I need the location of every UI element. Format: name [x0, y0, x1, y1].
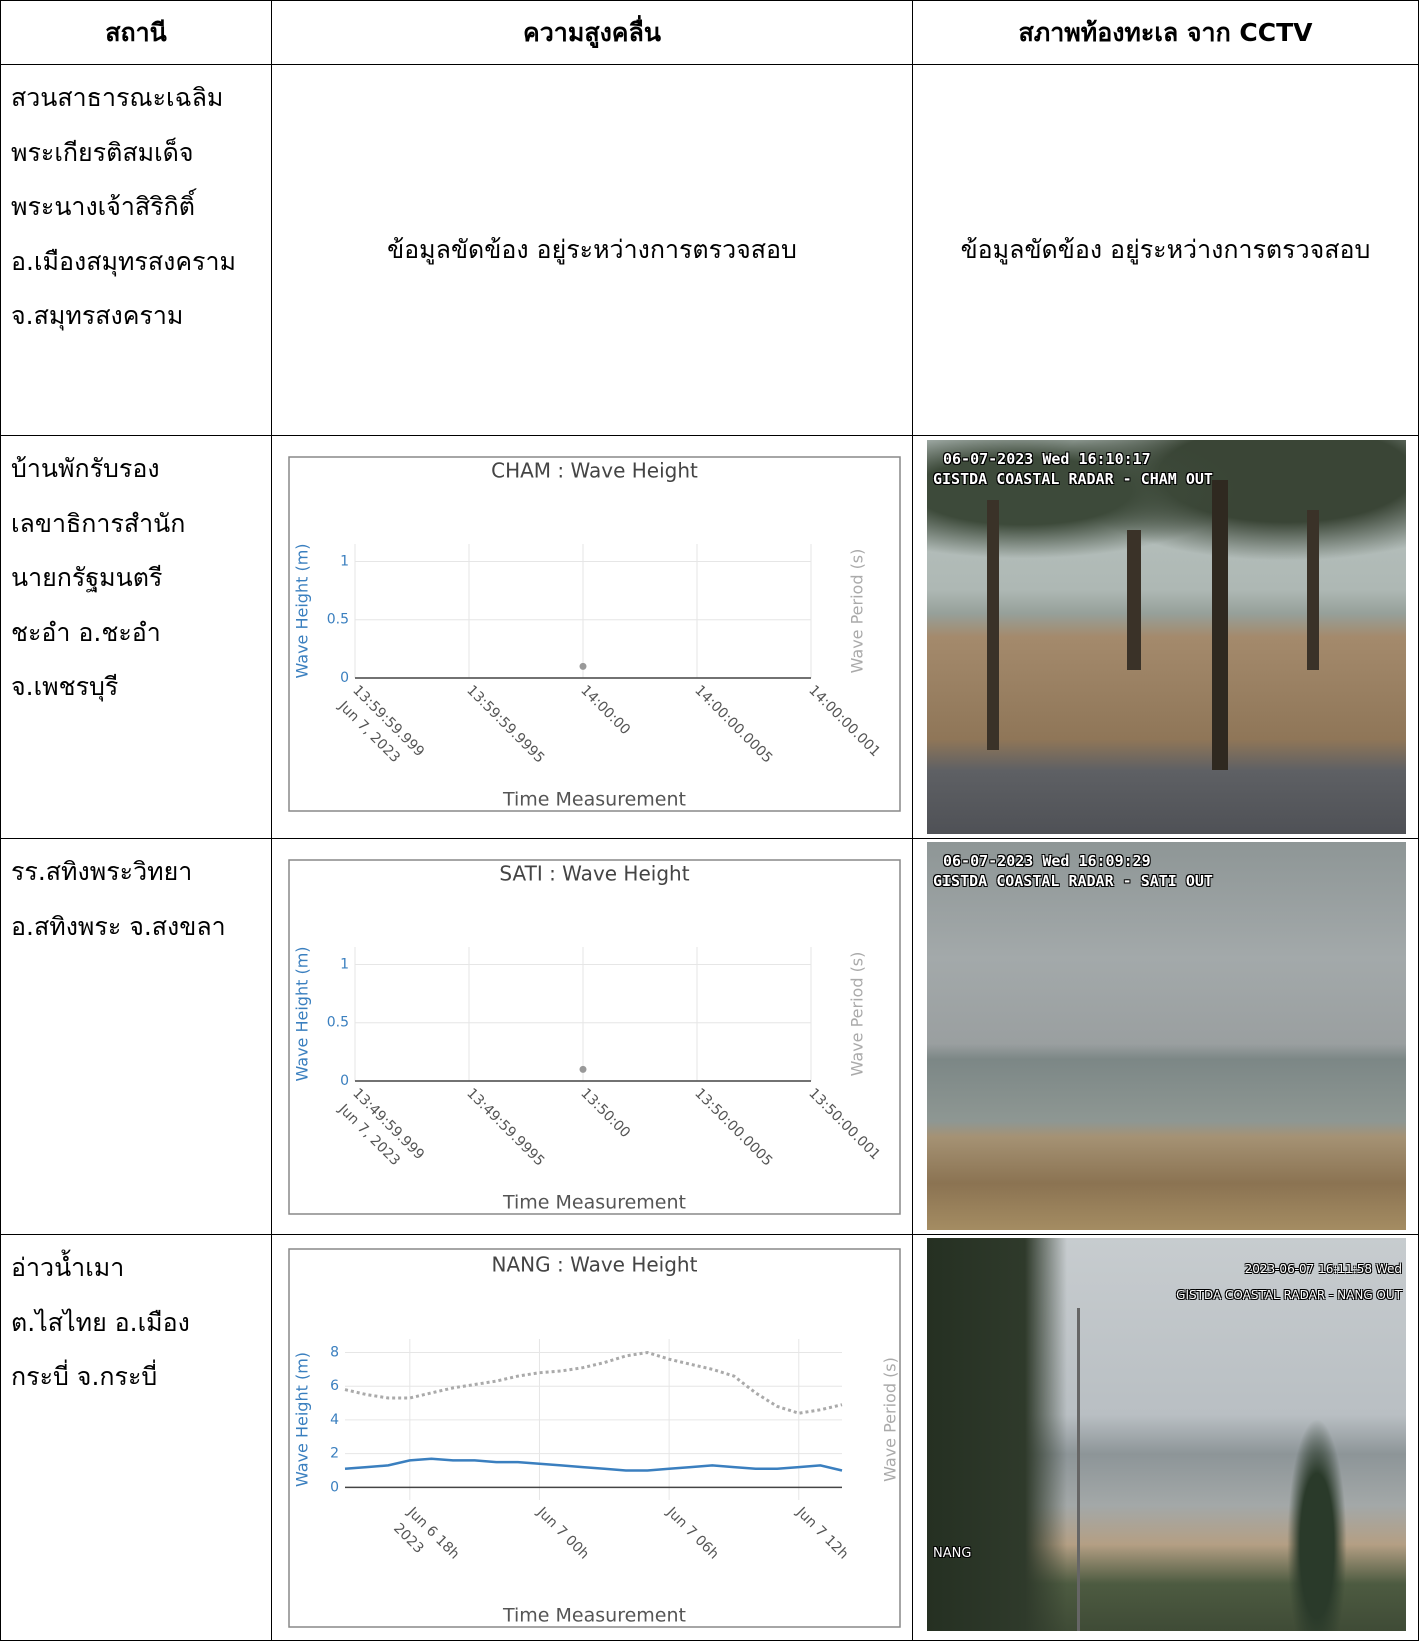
x-axis-title: Time Measurement: [502, 1192, 686, 1214]
station-line: จ.สมุทรสงคราม: [11, 301, 184, 330]
data-line: [344, 1457, 843, 1472]
cctv-timestamp: 2023-06-07 16:11:58 Wed: [1244, 1262, 1402, 1276]
station-line: นายกรัฐมนตรี: [11, 563, 163, 592]
chart-frame: [288, 1248, 901, 1628]
wave-cell: SATI : Wave Height 13:49:59.999 Jun 7, 202…: [271, 838, 913, 1235]
station-line: เลขาธิการสำนัก: [11, 508, 186, 538]
header-cell: ความสูงคลื่น: [271, 0, 913, 65]
station-line: ต.ไสไทย อ.เมือง: [11, 1307, 190, 1337]
row: รร.สทิงพระวิทยาอ.สทิงพระ จ.สงขลา SATI : …: [0, 838, 1419, 1235]
cctv-caption: GISTDA COASTAL RADAR - NANG OUT: [1176, 1288, 1402, 1302]
header-cell: สภาพท้องทะเล จาก CCTV: [912, 0, 1419, 65]
y-tick-label: 0: [340, 1073, 349, 1089]
y-tick-label: 0.5: [327, 1015, 349, 1031]
data-point: [579, 1065, 587, 1073]
cctv-image: 2023-06-07 16:11:58 Wed GISTDA COASTAL R…: [927, 1238, 1406, 1631]
cctv-image: 06-07-2023 Wed 16:09:29 GISTDA COASTAL R…: [927, 842, 1406, 1230]
station-cell: รร.สทิงพระวิทยาอ.สทิงพระ จ.สงขลา: [0, 838, 272, 1235]
wave-cell: CHAM : Wave Height 13:59:59.999 Jun 7, 202…: [271, 435, 913, 839]
header-row: สถานี ความสูงคลื่น สภาพท้องทะเล จาก CCTV: [0, 0, 1419, 65]
chart-title: CHAM : Wave Height: [491, 459, 698, 483]
y-tick-label: 2: [330, 1446, 339, 1462]
station-line: พระนางเจ้าสิริกิติ์: [11, 192, 195, 221]
y-tick-label: 0.5: [327, 612, 349, 628]
station-line: รร.สทิงพระวิทยา: [11, 857, 193, 886]
chart-title: SATI : Wave Height: [499, 862, 689, 886]
station-line: กระบี่ จ.กระบี่: [11, 1362, 158, 1391]
y-tick-label: 8: [330, 1344, 339, 1360]
y2-axis-title: Wave Period (s): [848, 952, 867, 1077]
x-axis-title: Time Measurement: [502, 1605, 686, 1627]
chart-title: NANG : Wave Height: [492, 1253, 698, 1277]
chart-frame: [288, 859, 901, 1215]
y-tick-label: 0: [340, 670, 349, 686]
station-cell: บ้านพักรับรองเลขาธิการสำนักนายกรัฐมนตรีช…: [0, 435, 272, 839]
x-axis-title: Time Measurement: [502, 789, 686, 811]
station-line: อ.สทิงพระ จ.สงขลา: [11, 911, 226, 941]
cctv-cell: 06-07-2023 Wed 16:10:17 GISTDA COASTAL R…: [912, 435, 1419, 839]
header-cell: สถานี: [0, 0, 272, 65]
station-line: จ.เพชรบุรี: [11, 672, 119, 701]
station-cell: สวนสาธารณะเฉลิมพระเกียรติสมเด็จพระนางเจ้…: [0, 64, 272, 436]
row: บ้านพักรับรองเลขาธิการสำนักนายกรัฐมนตรีช…: [0, 435, 1419, 839]
cctv-status: ข้อมูลขัดข้อง อยู่ระหว่างการตรวจสอบ: [912, 64, 1419, 436]
y-tick-label: 0: [330, 1479, 339, 1495]
chart-frame: [288, 456, 901, 812]
y-tick-label: 1: [340, 553, 349, 569]
row: สวนสาธารณะเฉลิมพระเกียรติสมเด็จพระนางเจ้…: [0, 64, 1419, 436]
data-point: [579, 662, 587, 670]
y2-axis-title: Wave Period (s): [881, 1357, 900, 1482]
station-line: พระเกียรติสมเด็จ: [11, 137, 194, 167]
cctv-cell: 2023-06-07 16:11:58 Wed GISTDA COASTAL R…: [912, 1234, 1419, 1641]
station-cell: อ่าวน้ำเมาต.ไสไทย อ.เมืองกระบี่ จ.กระบี่: [0, 1234, 272, 1641]
y2-axis-title: Wave Period (s): [848, 549, 867, 674]
y-axis-title: Wave Height (m): [293, 543, 312, 678]
cctv-cell: 06-07-2023 Wed 16:09:29 GISTDA COASTAL R…: [912, 838, 1419, 1235]
y-axis-title: Wave Height (m): [293, 946, 312, 1081]
y-tick-label: 1: [340, 956, 349, 972]
cctv-image: 06-07-2023 Wed 16:10:17 GISTDA COASTAL R…: [927, 440, 1406, 834]
cctv-timestamp: 06-07-2023 Wed 16:09:29: [943, 852, 1151, 870]
wave-status: ข้อมูลขัดข้อง อยู่ระหว่างการตรวจสอบ: [271, 64, 913, 436]
cctv-timestamp: 06-07-2023 Wed 16:10:17: [943, 450, 1151, 468]
station-line: บ้านพักรับรอง: [11, 454, 160, 483]
cctv-station-tag: NANG: [933, 1546, 972, 1561]
y-tick-label: 6: [330, 1378, 339, 1394]
data-line: [344, 1350, 843, 1415]
station-line: อ.เมืองสมุทรสงคราม: [11, 246, 236, 276]
cctv-caption: GISTDA COASTAL RADAR - CHAM OUT: [933, 470, 1213, 488]
wave-cell: NANG : Wave Height Jun 6 18h 2023 Jun 7 00h…: [271, 1234, 913, 1641]
station-line: ชะอำ อ.ชะอำ: [11, 617, 161, 647]
station-line: อ่าวน้ำเมา: [11, 1253, 125, 1282]
y-axis-title: Wave Height (m): [293, 1352, 312, 1487]
y-tick-label: 4: [330, 1412, 339, 1428]
cctv-caption: GISTDA COASTAL RADAR - SATI OUT: [933, 872, 1213, 890]
row: อ่าวน้ำเมาต.ไสไทย อ.เมืองกระบี่ จ.กระบี่…: [0, 1234, 1419, 1641]
station-line: สวนสาธารณะเฉลิม: [11, 83, 224, 112]
